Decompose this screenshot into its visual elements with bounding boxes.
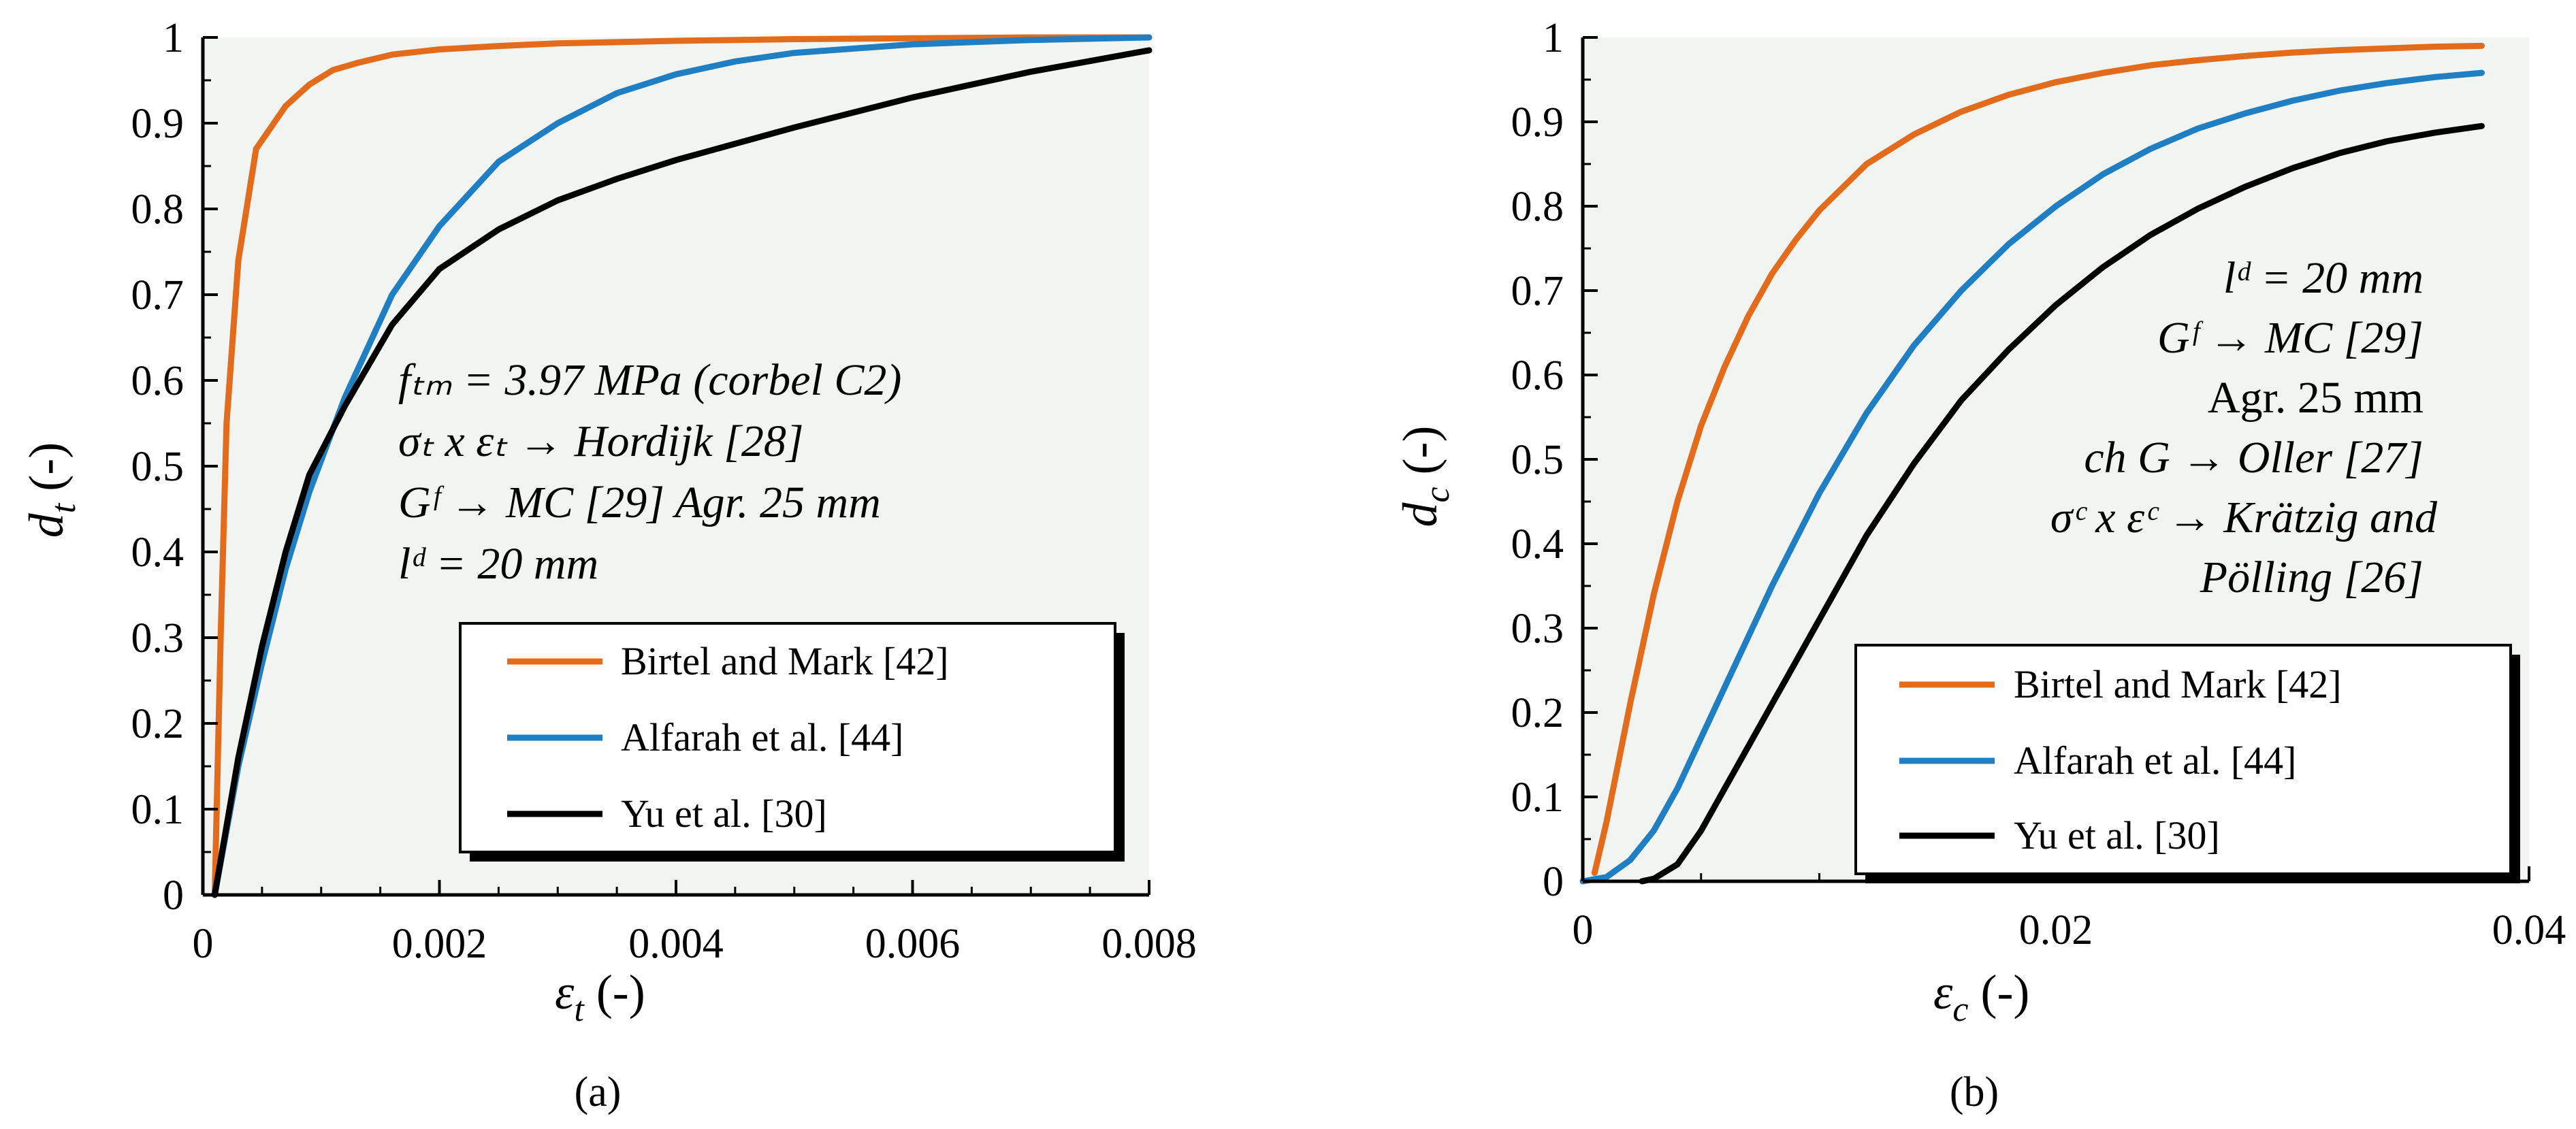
y-tick-label-a: 0.7 xyxy=(131,272,184,318)
annotation-line-4-b: ch G → Oller [27] xyxy=(2084,433,2424,482)
x-tick-label-a: 0.004 xyxy=(628,921,724,967)
annotation-line-3-b: Agr. 25 mm xyxy=(2208,373,2424,423)
annotation-line-2-b: Gᶠ → MC [29] xyxy=(2157,313,2424,363)
panel-label-a: (a) xyxy=(575,1069,622,1115)
y-tick-label-a: 0.5 xyxy=(131,444,184,490)
y-axis-label-b-unit: (-) xyxy=(1393,425,1447,487)
y-tick-label-a: 0.8 xyxy=(131,186,184,233)
series-line-2-b xyxy=(1579,69,2485,885)
annotation-line-1-b: lᵈ = 20 mm xyxy=(2223,253,2424,303)
annotation-line-2-a: σₜ x εₜ → Hordijk [28] xyxy=(398,416,804,466)
y-tick-label-b: 0.8 xyxy=(1511,184,1564,230)
panel-a: 0 0.1 0.2 0.3 0.4 0.5 0.6 0.7 0.8 0.9 1 0 0.002 0.00… xyxy=(19,15,1197,1115)
y-tick-label-b: 1 xyxy=(1543,15,1564,61)
x-tick-label-b: 0.04 xyxy=(2492,907,2566,953)
y-axis-label-a-subscript: t xyxy=(44,502,83,513)
y-tick-label-a: 0 xyxy=(163,872,184,919)
y-axis-label-a-unit: (-) xyxy=(19,442,74,504)
y-tick-label-b: 0.9 xyxy=(1511,99,1564,146)
x-axis-label-b-subscript: c xyxy=(1952,990,1968,1029)
y-axis-label-a-symbol: d xyxy=(19,512,74,538)
x-tick-labels-b: 0 0.02 0.04 xyxy=(1573,907,2566,953)
x-axis-label-a-subscript: t xyxy=(574,990,585,1029)
x-axis-label-a-symbol: ε xyxy=(555,965,575,1019)
y-tick-label-a: 0.9 xyxy=(131,101,184,147)
x-axis-label-b-symbol: ε xyxy=(1933,965,1953,1019)
y-tick-label-b: 0 xyxy=(1543,859,1564,905)
panel-label-a-text: (a) xyxy=(575,1069,622,1115)
x-axis-label-a-unit: (-) xyxy=(584,965,645,1019)
series-line-1-b xyxy=(1591,42,2485,877)
y-tick-label-a: 0.6 xyxy=(131,358,184,404)
legend-b: Birtel and Mark [42] Alfarah et al. [44]… xyxy=(1854,644,2520,883)
y-tick-labels-a: 0 0.1 0.2 0.3 0.4 0.5 0.6 0.7 0.8 0.9 1 xyxy=(131,15,184,919)
legend-label-birtel-b: Birtel and Mark [42] xyxy=(2014,662,2342,706)
y-tick-label-a: 0.4 xyxy=(131,529,184,576)
legend-label-yu-a: Yu et al. [30] xyxy=(621,791,827,836)
series-line-3-a xyxy=(211,47,1153,898)
y-tick-label-a: 1 xyxy=(163,15,184,61)
y-tick-label-b: 0.1 xyxy=(1511,774,1564,821)
panel-b: 00.10.20.30.40.50.60.70.80.91 0 0.02 0.04 … xyxy=(1393,15,2566,1115)
y-tick-label-b: 0.5 xyxy=(1511,437,1564,483)
annotation-line-3-a: Gᶠ → MC [29] Agr. 25 mm xyxy=(398,478,881,527)
x-axis-label-b-unit: (-) xyxy=(1968,965,2029,1019)
annotation-line-1-a: fₜₘ = 3.97 MPa (corbel C2) xyxy=(398,355,901,405)
x-axis-label-b: εc (-) xyxy=(1933,965,2029,1029)
panel-label-b: (b) xyxy=(1950,1069,1999,1115)
x-tick-label-b: 0.02 xyxy=(2019,907,2093,953)
series-group-b xyxy=(1579,42,2485,885)
y-tick-label-b: 0.4 xyxy=(1511,521,1564,568)
y-axis-label-a: dt (-) xyxy=(19,442,83,538)
y-tick-label-a: 0.1 xyxy=(131,787,184,833)
panel-label-b-text: (b) xyxy=(1950,1069,1999,1115)
series-group-a xyxy=(211,34,1153,898)
y-tick-label-a: 0.3 xyxy=(131,615,184,661)
y-tick-label-b: 0.3 xyxy=(1511,606,1564,652)
legend-a: Birtel and Mark [42] Alfarah et al. [44]… xyxy=(459,622,1125,862)
y-tick-labels-b: 0 0.1 0.2 0.3 0.4 0.5 0.6 0.7 0.8 0.9 1 xyxy=(1511,15,1564,905)
x-axis-label-a: εt (-) xyxy=(555,965,645,1029)
ticks-a xyxy=(202,36,1150,896)
x-tick-label-a: 0.008 xyxy=(1101,921,1197,967)
annotation-line-6-b: Pölling [26] xyxy=(2200,553,2424,602)
y-tick-label-b: 0.7 xyxy=(1511,268,1564,314)
legend-label-alfarah-b: Alfarah et al. [44] xyxy=(2014,738,2296,783)
annotation-line-5-b: σᶜ x εᶜ → Krätzig and xyxy=(2050,493,2438,542)
x-tick-label-a: 0.006 xyxy=(865,921,961,967)
x-tick-label-b: 0 xyxy=(1573,907,1594,953)
x-tick-labels-a: 0 0.002 0.004 0.006 0.008 xyxy=(193,921,1197,967)
y-axis-label-b-subscript: c xyxy=(1418,487,1457,502)
x-tick-label-a: 0.002 xyxy=(392,921,487,967)
y-tick-label-b: 0.6 xyxy=(1511,353,1564,399)
annotation-line-4-a: lᵈ = 20 mm xyxy=(398,539,598,589)
x-tick-label-a: 0 xyxy=(193,921,214,967)
y-axis-label-b: dc (-) xyxy=(1393,425,1457,527)
legend-label-yu-b: Yu et al. [30] xyxy=(2014,813,2220,857)
legend-label-birtel-a: Birtel and Mark [42] xyxy=(621,639,949,683)
y-tick-label-a: 0.2 xyxy=(131,701,184,747)
y-tick-label-b: 0.2 xyxy=(1511,690,1564,736)
series-line-3-b xyxy=(1639,122,2485,885)
series-line-2-a xyxy=(211,34,1153,898)
y-axis-label-b-symbol: d xyxy=(1393,502,1447,527)
legend-label-alfarah-a: Alfarah et al. [44] xyxy=(621,715,903,759)
series-line-1-a xyxy=(211,34,1153,898)
